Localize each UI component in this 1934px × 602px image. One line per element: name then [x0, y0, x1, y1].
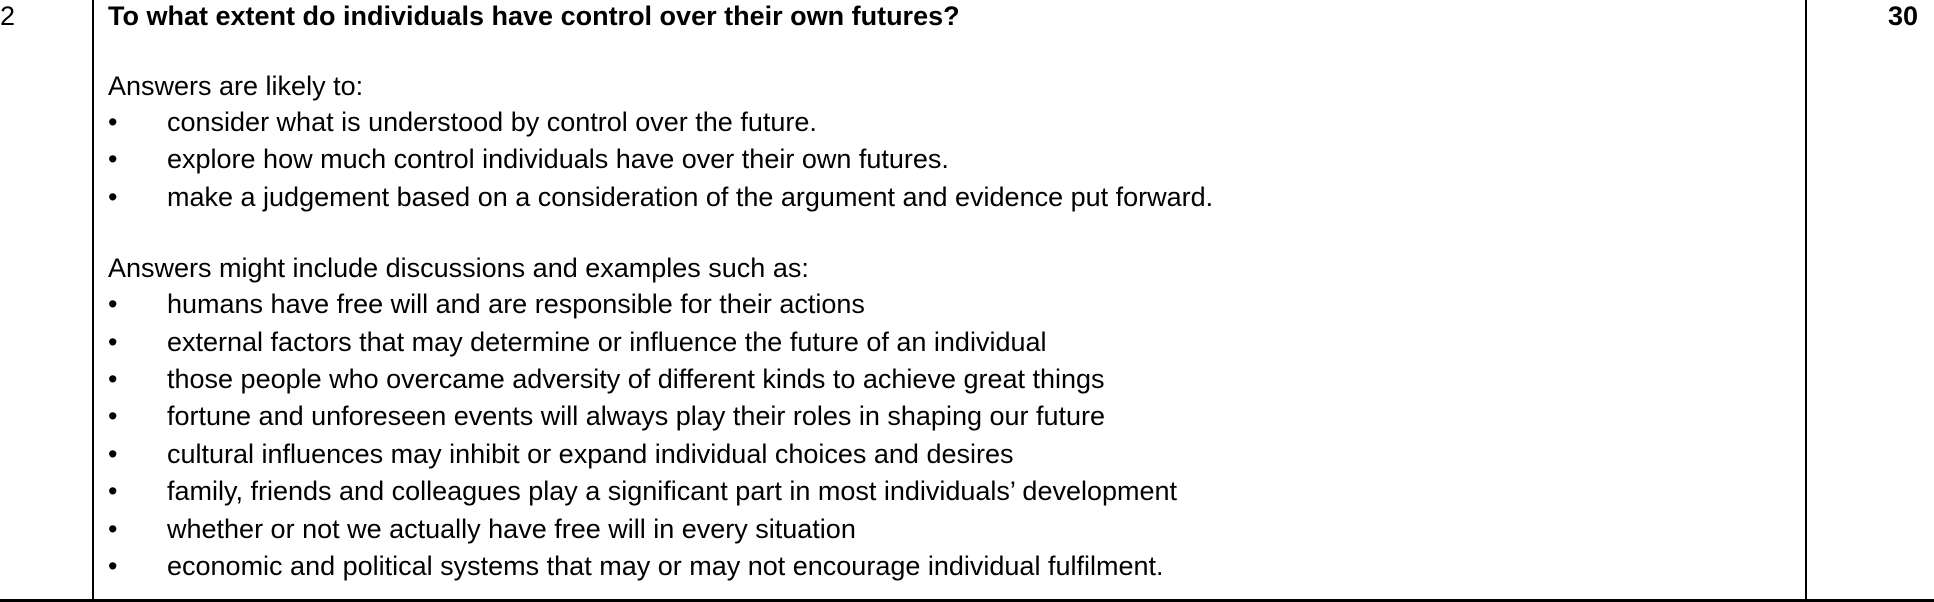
list-item: • external factors that may determine or … [108, 324, 1788, 361]
column-divider-right [1805, 0, 1807, 602]
list-item: • consider what is understood by control … [108, 104, 1788, 141]
list-item: • those people who overcame adversity of … [108, 361, 1788, 398]
column-divider-left [92, 0, 94, 602]
list-item-text: humans have free will and are responsibl… [167, 289, 865, 320]
list-item: • make a judgement based on a considerati… [108, 179, 1788, 216]
bullet-icon: • [108, 107, 118, 137]
bullet-icon: • [108, 513, 118, 544]
list-item: • whether or not we actually have free wi… [108, 511, 1788, 548]
list-item: • fortune and unforeseen events will alwa… [108, 398, 1788, 435]
bullet-icon: • [108, 363, 118, 394]
list-item-text: whether or not we actually have free wil… [167, 513, 856, 544]
bullet-list: • consider what is understood by control … [108, 104, 1788, 216]
bullet-icon: • [108, 476, 118, 507]
list-item: • family, friends and colleagues play a s… [108, 473, 1788, 510]
bullet-icon: • [108, 144, 118, 175]
list-item-text: explore how much control individuals hav… [167, 144, 949, 175]
list-item: • economic and political systems that may… [108, 548, 1788, 585]
bullet-icon: • [108, 550, 118, 581]
question-number: 2 [0, 1, 16, 31]
row-bottom-border [0, 599, 1934, 602]
marks-value: 30 [1887, 1, 1918, 31]
list-item-text: cultural influences may inhibit or expan… [167, 438, 1014, 469]
list-item: • explore how much control individuals ha… [108, 141, 1788, 178]
list-item-text: those people who overcame adversity of d… [167, 363, 1105, 394]
section-intro: Answers might include discussions and ex… [108, 253, 809, 284]
list-item-text: consider what is understood by control o… [167, 107, 817, 137]
list-item-text: fortune and unforeseen events will alway… [167, 401, 1106, 432]
list-item-text: external factors that may determine or i… [167, 326, 1047, 357]
bullet-icon: • [108, 438, 118, 469]
question-text: To what extent do individuals have contr… [108, 1, 960, 31]
list-item-text: make a judgement based on a consideratio… [167, 181, 1214, 212]
bullet-icon: • [108, 289, 118, 320]
list-item-text: family, friends and colleagues play a si… [167, 476, 1178, 507]
bullet-icon: • [108, 401, 118, 432]
section-intro: Answers are likely to: [108, 71, 364, 101]
bullet-list: • humans have free will and are responsib… [108, 286, 1788, 585]
list-item-text: economic and political systems that may … [167, 550, 1164, 581]
bullet-icon: • [108, 181, 118, 212]
answer-guidance: To what extent do individuals have contr… [108, 0, 1788, 585]
list-item: • cultural influences may inhibit or expa… [108, 436, 1788, 473]
bullet-icon: • [108, 326, 118, 357]
list-item: • humans have free will and are responsib… [108, 286, 1788, 323]
